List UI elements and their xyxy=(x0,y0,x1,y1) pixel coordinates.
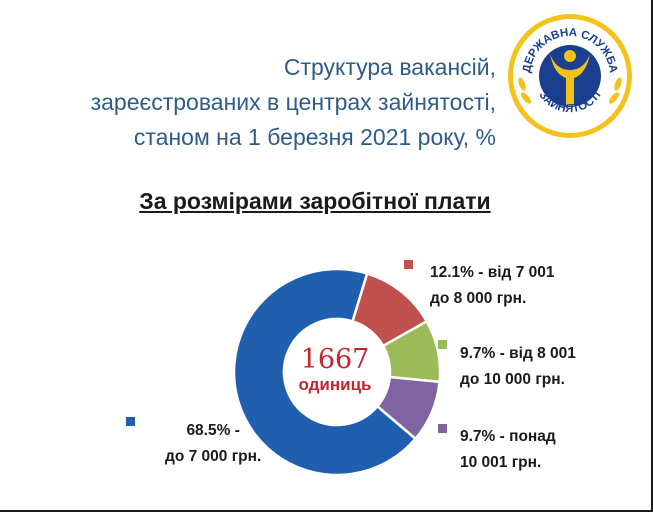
title-line-3: станом на 1 березня 2021 року, % xyxy=(133,124,496,150)
legend-marker-slice-4 xyxy=(438,424,447,433)
slide-title: Структура вакансій, зареєстрованих в цен… xyxy=(91,50,496,155)
employment-service-logo: ДЕРЖАВНА СЛУЖБА ЗАЙНЯТОСТІ xyxy=(508,14,632,138)
slice-label-4-line-2: 10 001 грн. xyxy=(460,454,542,471)
legend-marker-slice-3 xyxy=(438,340,447,349)
slice-label-4-line-1: 9.7% - понад xyxy=(460,428,556,445)
logo-wheat-icon xyxy=(518,77,622,104)
slice-label-3-line-1: 9.7% - від 8 001 xyxy=(460,345,576,362)
slice-label-2-line-1: 12.1% - від 7 001 xyxy=(430,264,555,281)
legend-marker-slice-2 xyxy=(404,260,413,269)
legend-marker-slice-1 xyxy=(126,417,135,426)
slice-label-3-line-2: до 10 000 грн. xyxy=(460,371,565,388)
slice-label-2: 12.1% - від 7 001 до 8 000 грн. xyxy=(430,260,555,312)
slice-label-3: 9.7% - від 8 001 до 10 000 грн. xyxy=(460,341,576,393)
slice-label-2-line-2: до 8 000 грн. xyxy=(430,290,527,307)
slice-label-1-line-2: до 7 000 грн. xyxy=(165,448,262,465)
slice-label-1: 68.5% - до 7 000 грн. xyxy=(165,418,261,470)
chart-subtitle: За розмірами заробітної плати xyxy=(139,188,491,214)
title-line-1: Структура вакансій, xyxy=(283,54,496,80)
title-line-2: зареєстрованих в центрах зайнятості, xyxy=(90,89,496,115)
logo-figure-icon xyxy=(550,50,590,106)
donut-center-value: 1667 xyxy=(300,344,370,375)
slice-label-1-line-1: 68.5% - xyxy=(186,422,240,439)
donut-center-unit: одиниць xyxy=(298,375,372,394)
slice-label-4: 9.7% - понад 10 001 грн. xyxy=(460,424,556,476)
donut-center-label: 1667 одиниць xyxy=(290,345,380,395)
donut-slice-1 xyxy=(232,267,418,477)
